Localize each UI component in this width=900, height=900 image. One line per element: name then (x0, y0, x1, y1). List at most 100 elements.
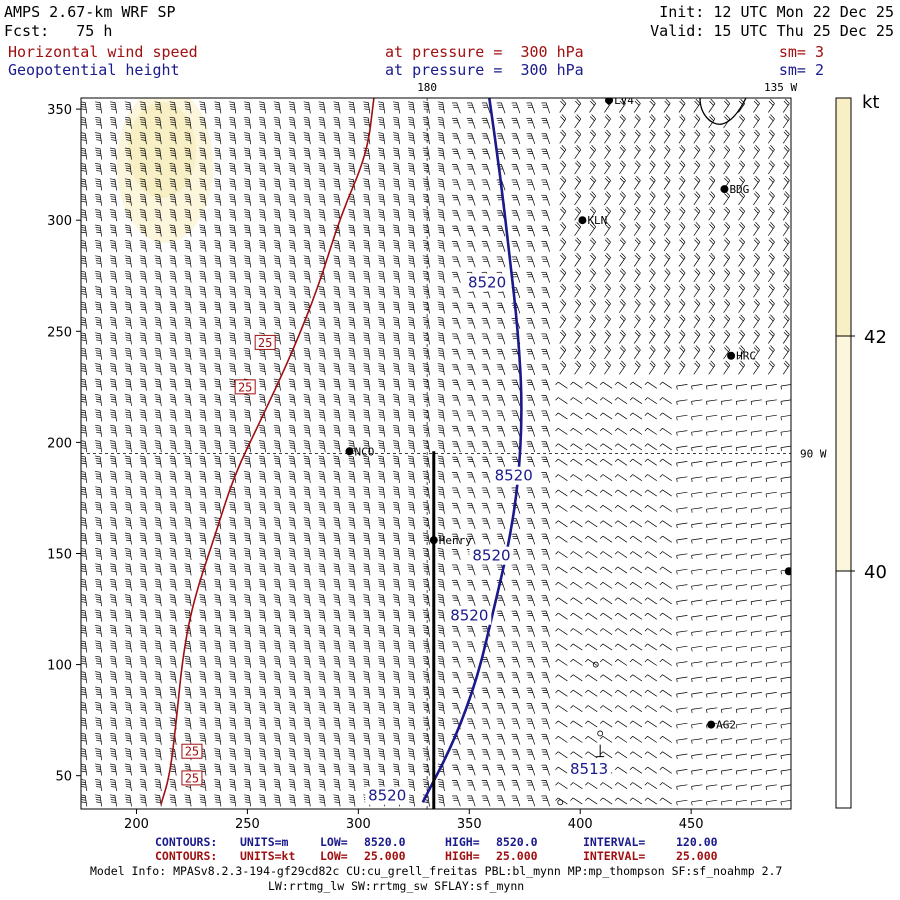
wind-barb-187 (723, 145, 731, 159)
wind-barb-104 (199, 132, 207, 145)
wind-barb-373 (633, 206, 641, 221)
wind-barb-2108 (735, 769, 748, 775)
wind-barb-31 (541, 102, 551, 114)
wind-barb-1072 (318, 440, 326, 453)
wind-barb-1625 (691, 615, 703, 621)
wind-barb-2131 (363, 779, 371, 792)
wind-barb-1533 (750, 584, 762, 590)
wind-barb-2101 (629, 766, 643, 774)
wind-barb-710 (648, 314, 656, 329)
wind-barb-1223 (422, 486, 430, 499)
wind-barb-1299 (124, 517, 132, 530)
wind-barb-1804 (496, 672, 506, 684)
wind-barb-239 (782, 160, 790, 175)
wind-barb-1218 (348, 486, 356, 499)
wind-barb-1240 (676, 491, 688, 498)
wind-barb-490 (229, 255, 237, 268)
wind-barb-1226 (466, 487, 476, 499)
wind-barb-739 (363, 332, 371, 345)
wind-barb-1880 (199, 702, 207, 715)
wind-barb-1740 (258, 655, 266, 668)
wind-barb-1267 (363, 501, 371, 514)
wind-barb-722 (109, 332, 117, 345)
wind-barb-1932 (258, 717, 266, 730)
wind-barb-579 (124, 286, 132, 299)
wind-barb-1109 (154, 455, 162, 468)
wind-barb-1521 (570, 582, 583, 589)
wind-barb-1271 (422, 501, 430, 514)
wind-barb-1233 (570, 489, 583, 497)
wind-barb-1187 (599, 474, 613, 481)
wind-barb-2190 (526, 795, 536, 807)
wind-barb-1654 (407, 625, 415, 638)
wind-barb-1778 (109, 671, 117, 684)
wind-barb-384 (81, 224, 88, 237)
wind-barb-1048 (676, 430, 688, 436)
wind-barb-1329 (570, 520, 583, 528)
wind-barb-620 (738, 283, 745, 298)
wind-barb-1036 (496, 425, 506, 437)
wind-barb-1759 (541, 656, 551, 668)
wind-barb-992 (555, 412, 568, 420)
wind-barb-1807 (541, 672, 551, 684)
wind-barb-118 (407, 132, 415, 145)
wind-barb-460 (496, 241, 506, 252)
wind-barb-839 (422, 363, 430, 376)
wind-barb-436 (139, 240, 147, 253)
wind-barb-567 (663, 268, 671, 283)
wind-barb-1986 (348, 732, 356, 745)
wind-barb-1983 (303, 732, 311, 745)
wind-barb-2145 (570, 782, 583, 789)
wind-barb-1649 (333, 625, 341, 638)
wind-barb-865 (95, 378, 103, 391)
contours-interval-label-wind: INTERVAL= (583, 849, 646, 863)
wind-barb-1047 (659, 428, 672, 435)
wind-barb-1439 (780, 553, 791, 559)
wind-barb-466 (589, 237, 596, 252)
wind-barb-1475 (599, 566, 613, 574)
wind-barb-324 (619, 191, 626, 206)
wind-barb-902 (644, 381, 657, 389)
wind-barb-957 (750, 399, 762, 405)
wind-barb-700 (496, 318, 506, 329)
wind-barb-1427 (599, 551, 613, 558)
wind-barb-1764 (614, 659, 628, 666)
wind-barb-1376 (555, 535, 568, 543)
wind-barb-1435 (720, 553, 733, 559)
wind-barb-1087 (541, 441, 551, 453)
wind-barb-338 (109, 209, 117, 222)
wind-barb-848 (559, 360, 567, 375)
wind-barb-1843 (363, 686, 371, 699)
wind-barb-1726 (765, 645, 777, 652)
wind-barb-2174 (288, 794, 296, 807)
wind-barb-1853 (511, 687, 521, 699)
wind-barb-493 (273, 255, 281, 268)
wind-barb-1765 (629, 659, 643, 666)
wind-barb-2 (109, 101, 117, 114)
contours-units-wind: UNITS=kt (240, 849, 296, 863)
wind-barb-771 (124, 347, 132, 360)
wind-barb-2008 (676, 738, 688, 744)
wind-barb-1446 (169, 563, 177, 576)
wind-barb-676 (139, 317, 147, 330)
wind-barb-678 (169, 317, 177, 330)
wind-barb-1596 (258, 609, 266, 622)
wind-barb-1604 (378, 609, 386, 622)
wind-barb-1469 (511, 564, 521, 576)
wind-barb-1686 (169, 640, 177, 653)
wind-barb-1696 (318, 640, 326, 653)
wind-barb-1008 (81, 424, 88, 437)
wind-barb-94 (768, 114, 775, 129)
wind-barb-1794 (348, 671, 356, 684)
contours-high-wind: 25.000 (496, 849, 538, 863)
wind-barb-1542 (169, 594, 177, 607)
wind-barb-194 (109, 163, 117, 176)
wind-barb-610 (589, 283, 596, 298)
wind-barb-103 (184, 132, 192, 145)
wind-barb-768 (81, 347, 88, 360)
wind-barb-662 (648, 299, 656, 313)
wind-barb-983 (422, 409, 430, 422)
wind-barb-1716 (614, 643, 628, 651)
wind-barb-833 (333, 363, 341, 376)
wind-barb-1114 (229, 455, 237, 468)
